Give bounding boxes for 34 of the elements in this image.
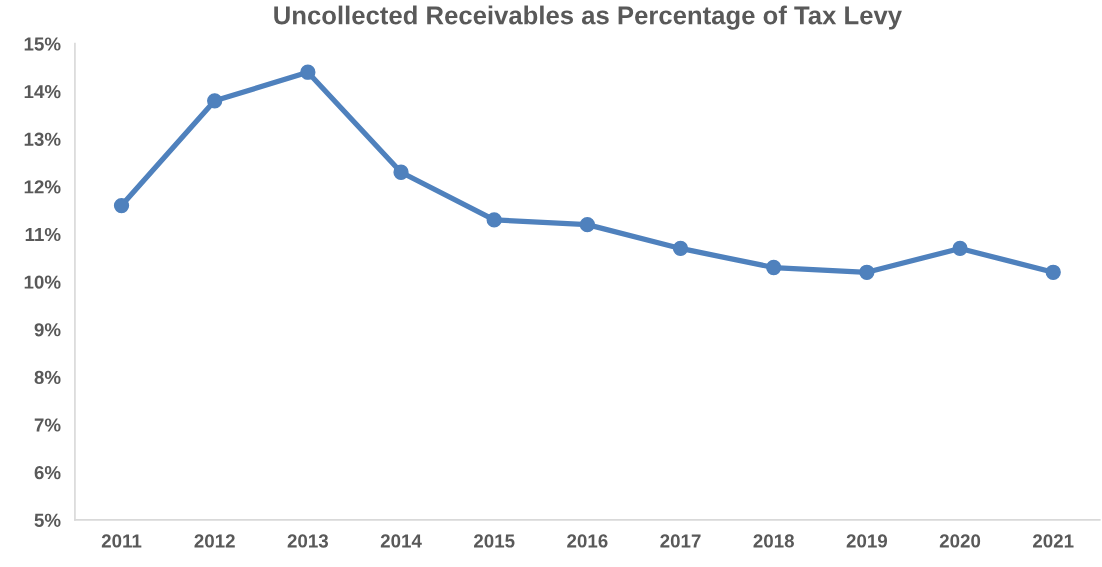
y-tick-label: 5% (34, 513, 61, 527)
y-tick-label: 14% (24, 85, 61, 99)
point (672, 240, 689, 257)
point (579, 217, 596, 233)
y-tick-label: 11% (25, 227, 61, 242)
point (393, 164, 409, 180)
x-tick-label: 2021 (1033, 534, 1074, 548)
y-tick-label: 10% (24, 275, 61, 289)
x-tick-label: 2015 (473, 534, 515, 548)
y-tick-label: 9% (34, 323, 61, 337)
y-tick-label: 15% (24, 37, 61, 51)
point (300, 64, 316, 80)
y-tick-label: 13% (24, 132, 61, 146)
point (207, 93, 223, 109)
x-tick-label: 2017 (660, 534, 701, 548)
x-tick-label: 2018 (753, 534, 794, 548)
point (113, 197, 130, 214)
x-tick-label: 2019 (846, 534, 888, 548)
x-tick-label: 2012 (194, 534, 235, 548)
x-tick-label: 2014 (380, 534, 422, 548)
x-tick-label: 2020 (939, 534, 981, 548)
y-tick-label: 12% (24, 180, 61, 194)
x-tick-label: 2011 (101, 534, 142, 548)
chart-title: Uncollected Receivables as Percentage of Tax Levy (274, 5, 902, 30)
point (766, 259, 782, 276)
x-tick-label: 2013 (287, 534, 329, 548)
x-tick-label: 2016 (567, 534, 608, 548)
point (1045, 264, 1061, 280)
point (952, 240, 968, 257)
point (486, 212, 502, 228)
y-tick-label: 6% (34, 466, 61, 480)
y-tick-label: 7% (34, 418, 61, 432)
point (859, 264, 875, 280)
y-tick-label: 8% (34, 370, 61, 385)
